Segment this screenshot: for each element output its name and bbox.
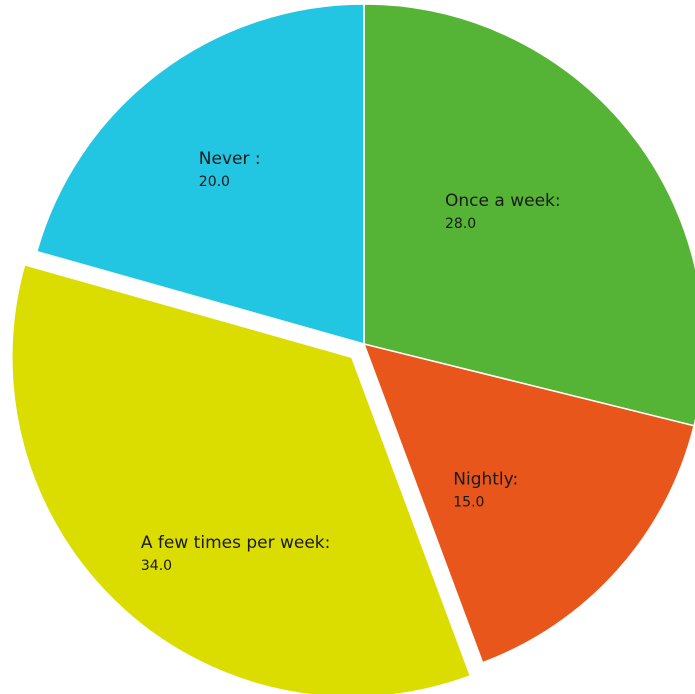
pie-slice-0[interactable] (363, 3, 695, 427)
pie-slice-3[interactable] (35, 3, 365, 345)
pie-slice-label-2: A few times per week: (141, 533, 331, 553)
pie-slice-value-2: 34.0 (141, 558, 172, 574)
pie-slice-1[interactable] (362, 342, 695, 664)
pie-slice-label-1: Nightly: (453, 469, 518, 489)
pie-slice-value-1: 15.0 (453, 494, 484, 510)
pie-slice-label-3: Never : (199, 149, 261, 169)
pie-slice-value-0: 28.0 (445, 216, 476, 232)
pie-slice-2[interactable] (11, 263, 472, 694)
pie-slice-value-3: 20.0 (199, 174, 230, 190)
pie-slice-label-0: Once a week: (445, 191, 561, 211)
